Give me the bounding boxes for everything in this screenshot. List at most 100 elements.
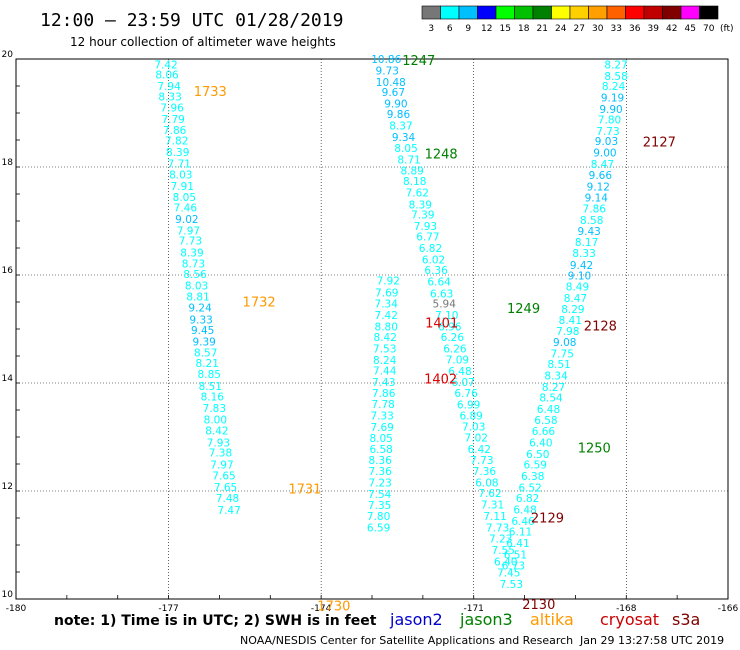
- wave-height-label: 6.89: [459, 410, 482, 422]
- colorbar-swatch: [625, 5, 645, 20]
- wave-height-label: 7.35: [368, 500, 391, 512]
- pass-time-label: 2130: [522, 598, 555, 613]
- y-tick-label: 18: [2, 158, 14, 168]
- colorbar-label: 15: [500, 24, 511, 34]
- colorbar: 3 6 9 12 15 18 21 24 27 30 33 36 39 42 45 70 (ft): [421, 5, 734, 34]
- wave-height-label: 7.47: [217, 505, 240, 517]
- pass-time-label: 1247: [402, 54, 435, 69]
- colorbar-swatch: [495, 5, 515, 20]
- colorbar-swatch: [458, 5, 478, 20]
- wave-height-label: 7.79: [161, 114, 184, 126]
- wave-height-label: 8.71: [397, 155, 420, 167]
- wave-height-label: 5.94: [433, 299, 457, 311]
- pass-time-label: 2129: [531, 512, 564, 527]
- wave-height-label: 8.05: [369, 433, 392, 445]
- wave-height-label: 9.42: [570, 260, 593, 272]
- wave-height-label: 7.54: [368, 489, 392, 501]
- wave-height-label: 7.97: [210, 460, 233, 472]
- wave-height-label: 8.39: [409, 199, 432, 211]
- colorbar-swatch: [421, 5, 441, 20]
- footer-credit: NOAA/NESDIS Center for Satellite Applica…: [240, 634, 573, 647]
- colorbar-label: 3: [428, 24, 434, 34]
- colorbar-label: 9: [465, 24, 471, 34]
- x-tick-label: -171: [463, 604, 483, 614]
- wave-height-label: 7.45: [497, 568, 520, 580]
- pass-time-label: 1401: [425, 317, 458, 332]
- wave-height-label: 7.36: [473, 466, 497, 478]
- legend-item: jason3: [459, 610, 513, 629]
- wave-height-label: 6.66: [532, 426, 556, 438]
- wave-height-label: 6.41: [506, 538, 529, 550]
- legend-item: altika: [530, 610, 574, 629]
- wave-height-label: 7.31: [481, 500, 504, 512]
- pass-time-label: 1732: [243, 296, 276, 311]
- colorbar-label: 21: [537, 24, 548, 34]
- wave-height-label: 8.05: [173, 192, 196, 204]
- wave-height-label: 7.73: [596, 126, 619, 138]
- wave-height-label: 7.97: [177, 225, 200, 237]
- wave-height-label: 8.27: [604, 59, 627, 71]
- wave-height-label: 7.33: [370, 410, 393, 422]
- wave-height-label: 6.40: [494, 556, 517, 568]
- wave-height-label: 7.69: [370, 422, 393, 434]
- wave-height-label: 8.03: [169, 170, 192, 182]
- legend-item: s3a: [672, 610, 700, 629]
- wave-height-label: 6.26: [443, 344, 467, 356]
- wave-height-label: 6.73: [502, 561, 525, 573]
- y-tick-label: 10: [2, 590, 14, 600]
- colorbar-swatch: [643, 5, 663, 20]
- colorbar-swatch: [588, 5, 608, 20]
- wave-height-label: 8.21: [196, 358, 219, 370]
- colorbar-label: 39: [648, 24, 660, 34]
- wave-height-label: 7.42: [375, 310, 398, 322]
- wave-height-label: 7.86: [372, 388, 396, 400]
- pass-time-label: 1402: [424, 372, 457, 387]
- colorbar-label: 27: [574, 24, 585, 34]
- wave-height-label: 8.56: [183, 269, 207, 281]
- wave-height-label: 8.27: [542, 382, 565, 394]
- wave-height-label: 7.92: [377, 275, 400, 287]
- legend-item: jason2: [389, 610, 443, 629]
- wave-height-label: 6.58: [534, 415, 557, 427]
- colorbar-swatch: [532, 5, 552, 20]
- wave-height-label: 8.33: [158, 91, 181, 103]
- pass-time-label: 1249: [507, 302, 540, 317]
- pass-time-label: 1731: [288, 482, 321, 497]
- colorbar-swatch: [477, 5, 497, 20]
- wave-height-label: 6.48: [513, 504, 536, 516]
- wave-height-label: 9.14: [585, 192, 609, 204]
- wave-height-label: 8.24: [602, 81, 626, 93]
- wave-height-label: 9.08: [553, 337, 576, 349]
- wave-height-label: 7.42: [154, 59, 177, 71]
- wave-height-label: 7.34: [375, 299, 399, 311]
- wave-height-label: 8.36: [368, 455, 392, 467]
- wave-height-label: 7.02: [465, 433, 488, 445]
- wave-height-label: 7.65: [214, 482, 237, 494]
- wave-height-label: 6.48: [448, 366, 471, 378]
- wave-height-label: 9.24: [188, 302, 212, 314]
- wave-height-label: 8.39: [180, 247, 203, 259]
- x-tick-label: -177: [158, 604, 178, 614]
- x-tick-label: -168: [616, 604, 637, 614]
- colorbar-swatch: [514, 5, 534, 20]
- wave-height-label: 7.75: [551, 348, 574, 360]
- colorbar-label: 42: [666, 24, 677, 34]
- y-tick-label: 20: [2, 50, 14, 60]
- wave-height-label: 8.51: [199, 381, 222, 393]
- wave-height-label: 9.45: [191, 325, 214, 337]
- colorbar-label: 12: [481, 24, 492, 34]
- chart-subtitle: 12 hour collection of altimeter wave hei…: [70, 35, 336, 49]
- wave-height-label: 8.58: [604, 71, 627, 83]
- wave-height-label: 8.33: [572, 248, 595, 260]
- wave-height-label: 8.37: [389, 121, 412, 133]
- wave-height-label: 9.02: [175, 214, 198, 226]
- wave-height-label: 7.23: [368, 477, 391, 489]
- wave-height-label: 8.73: [182, 259, 205, 271]
- data-points: 7.428.067.948.337.967.797.867.828.397.71…: [154, 54, 627, 591]
- wave-height-label: 9.10: [568, 271, 591, 283]
- wave-height-label: 6.42: [468, 444, 491, 456]
- wave-height-label: 7.86: [163, 125, 187, 137]
- wave-height-label: 9.66: [589, 170, 613, 182]
